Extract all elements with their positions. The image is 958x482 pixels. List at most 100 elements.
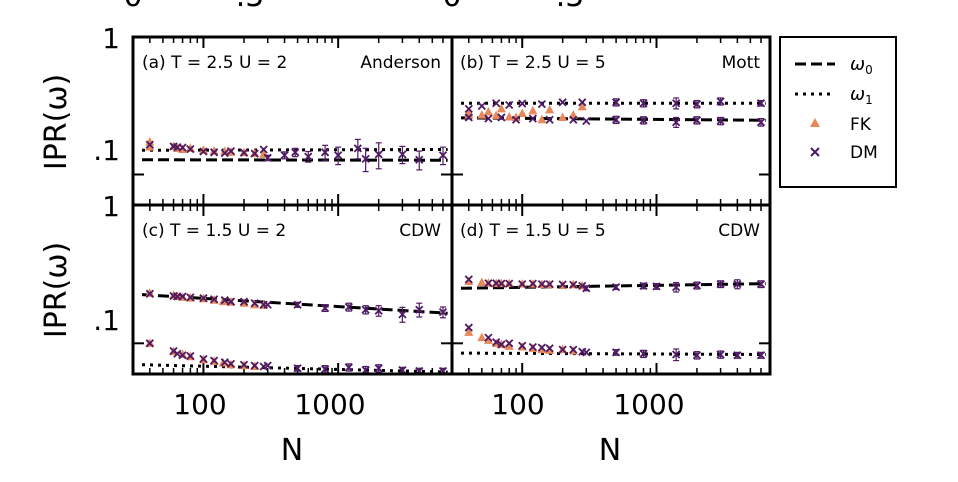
legend-omega1-label: ω1 (850, 84, 873, 107)
legend-dm-label: DM (850, 143, 878, 163)
panel-a-dm-point (280, 151, 289, 160)
legend-dm-marker (810, 147, 820, 157)
panel-b-title: (b) T = 2.5 U = 5 (460, 53, 606, 73)
panel-d-dm-point (464, 323, 473, 332)
panel-b-dm-point (558, 98, 567, 107)
panel-c-dm-point (320, 303, 330, 313)
panel-b-fk-point (483, 106, 493, 116)
panel-d-frame (450, 203, 772, 376)
panel-d-dm-point (558, 280, 567, 289)
panel-a-dm-point (398, 150, 407, 159)
panel-d-dm-point (497, 340, 506, 349)
x-tick-label: 100 (173, 388, 226, 421)
panel-d-dm-point (582, 284, 591, 293)
panel-c-dm-point (263, 361, 272, 370)
panel-a-dm-point (186, 144, 195, 154)
panel-b-fk-point (537, 114, 547, 124)
panel-c-dm-point (145, 289, 154, 298)
panel-c-fk-point (218, 358, 228, 367)
panel-a-dm-point (263, 153, 272, 163)
panel-a-dm-point (304, 152, 313, 161)
y-tick-label: 1 (102, 22, 120, 55)
panel-d-dm-point (578, 281, 587, 291)
panel-d-dm-point (558, 345, 567, 354)
panel-a-dm-point (209, 148, 219, 157)
panel-a-dm-point (334, 151, 343, 160)
panel-a-fk-point (185, 143, 195, 152)
panel-b-regime: Mott (722, 53, 761, 73)
panel-c-dm-point (186, 293, 195, 302)
panel-d-fk-point (464, 276, 474, 285)
panel-a-dm-point (438, 151, 448, 160)
panel-d-regime: CDW (718, 221, 760, 241)
panel-b-fk-point (496, 103, 506, 113)
panel-d-dm-point (537, 279, 546, 289)
panel-d-dm-point (756, 351, 766, 360)
panel-d-dm-point (652, 282, 661, 291)
panel-c-omega0-line (141, 293, 448, 315)
panel-b-fk-point (517, 108, 527, 117)
panel-b-fk-point (558, 112, 568, 121)
panel-d-fk-point (464, 327, 474, 336)
panel-b-dm-point (611, 98, 621, 107)
panel-d-fk-point (477, 277, 487, 287)
panel-d-omega0-line (460, 282, 766, 290)
panel-d-dm-point (639, 349, 648, 358)
panel-d-dm-point (611, 282, 621, 292)
panel-c-dm-point (250, 361, 259, 370)
panel-b-dm-point (671, 99, 681, 108)
panel-c-dm-point (293, 364, 302, 373)
panel-a-dm-point (259, 145, 268, 154)
panel-c-dm-point (361, 365, 370, 375)
panel-a-dm-point (320, 148, 330, 157)
panel-b-dm-point (692, 99, 702, 109)
panel-c-dm-point (374, 364, 383, 373)
panel-b-dm-point (716, 97, 725, 106)
panel-b-dm-point (484, 114, 493, 123)
top-clip-label: .5 (556, 0, 585, 14)
panel-b-dm-point (464, 113, 473, 122)
panel-c-dm-point (293, 300, 302, 309)
panel-d-dm-point (464, 275, 473, 284)
panel-a-title: (a) T = 2.5 U = 2 (142, 53, 287, 73)
panel-a-dm-point (145, 140, 154, 149)
panel-d-dm-point (528, 342, 537, 352)
panel-b-dm-point (578, 98, 587, 107)
panel-b-fk-point (528, 105, 538, 115)
panel-d-dm-point (545, 344, 554, 353)
x-tick-label: 1000 (613, 388, 684, 421)
panel-c-dm-point (239, 360, 249, 369)
panel-a-dm-point (374, 150, 383, 159)
panel-c-dm-point (226, 359, 236, 369)
panel-d-fk-point (504, 341, 514, 350)
panel-b-fk-point (577, 101, 587, 111)
y-axis-label: IPR(ω) (39, 74, 74, 170)
panel-d-dm-point (692, 351, 702, 360)
panel-c-dm-point (320, 365, 330, 374)
panel-c-dm-point (220, 358, 229, 367)
panel-d-dm-point (639, 281, 648, 291)
panel-b-dm-point (537, 99, 546, 109)
panel-a-dm-point (291, 148, 300, 157)
panel-a-fk-point (209, 146, 219, 155)
panel-c-dm-point (250, 299, 259, 308)
panel-c-dm-point (209, 356, 219, 365)
panel-d-dm-point (484, 333, 493, 342)
panel-d-dm-point (692, 281, 702, 290)
panel-c-fk-point (145, 288, 155, 297)
top-clip-label: .5 (236, 0, 265, 14)
panel-b-dm-point (756, 99, 766, 108)
panel-c-dm-point (226, 297, 236, 306)
panel-d-dm-point (497, 279, 506, 288)
panel-b-dm-point (492, 99, 501, 108)
panel-a-dm-point (178, 143, 187, 152)
panel-a-dm-point (361, 154, 370, 163)
legend-fk-marker (810, 118, 820, 127)
panel-c-dm-point (344, 302, 353, 312)
panel-c-dm-point (374, 306, 383, 315)
panel-d-omega1-line (460, 351, 766, 357)
panel-b-dm-point (639, 116, 648, 125)
panel-b-fk-point (511, 112, 521, 121)
panel-b-dm-point (497, 113, 506, 122)
